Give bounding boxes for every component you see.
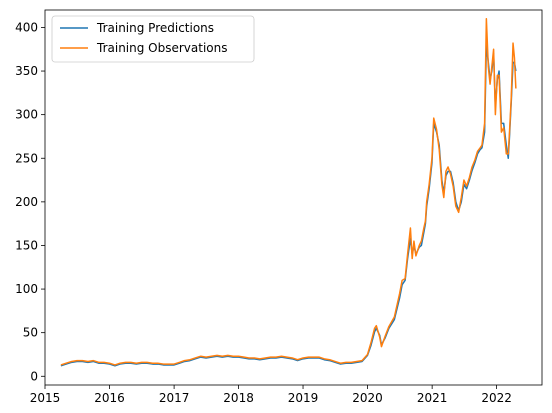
legend-label-observations: Training Observations xyxy=(96,41,228,55)
y-tick-label: 250 xyxy=(15,151,38,165)
x-tick-label: 2021 xyxy=(417,391,448,405)
x-tick-label: 2020 xyxy=(352,391,383,405)
y-axis: 0 50 100 150 200 250 300 350 400 xyxy=(15,20,45,383)
plot-area xyxy=(45,10,542,385)
y-tick-label: 400 xyxy=(15,20,38,34)
x-tick-label: 2019 xyxy=(288,391,319,405)
y-tick-label: 200 xyxy=(15,195,38,209)
x-tick-label: 2016 xyxy=(94,391,125,405)
y-tick-label: 50 xyxy=(23,326,38,340)
y-tick-label: 0 xyxy=(30,369,38,383)
x-tick-label: 2017 xyxy=(159,391,190,405)
y-tick-label: 300 xyxy=(15,108,38,122)
plot-frame xyxy=(44,9,543,386)
x-tick-label: 2015 xyxy=(30,391,61,405)
x-axis: 2015 2016 2017 2018 2019 2020 2021 2022 xyxy=(30,385,512,405)
series-layer xyxy=(60,17,517,367)
series-line-observations xyxy=(60,17,517,366)
x-tick-label: 2018 xyxy=(223,391,254,405)
y-tick-label: 100 xyxy=(15,282,38,296)
series-line-predictions xyxy=(60,44,517,367)
y-tick-label: 350 xyxy=(15,64,38,78)
axes-layer: 2015 2016 2017 2018 2019 2020 2021 2022 0 50 100 1… xyxy=(15,9,543,405)
legend: Training Predictions Training Observatio… xyxy=(51,15,255,63)
legend-label-predictions: Training Predictions xyxy=(96,21,214,35)
legend-frame xyxy=(51,15,255,63)
x-tick-label: 2022 xyxy=(481,391,512,405)
y-tick-label: 150 xyxy=(15,238,38,252)
